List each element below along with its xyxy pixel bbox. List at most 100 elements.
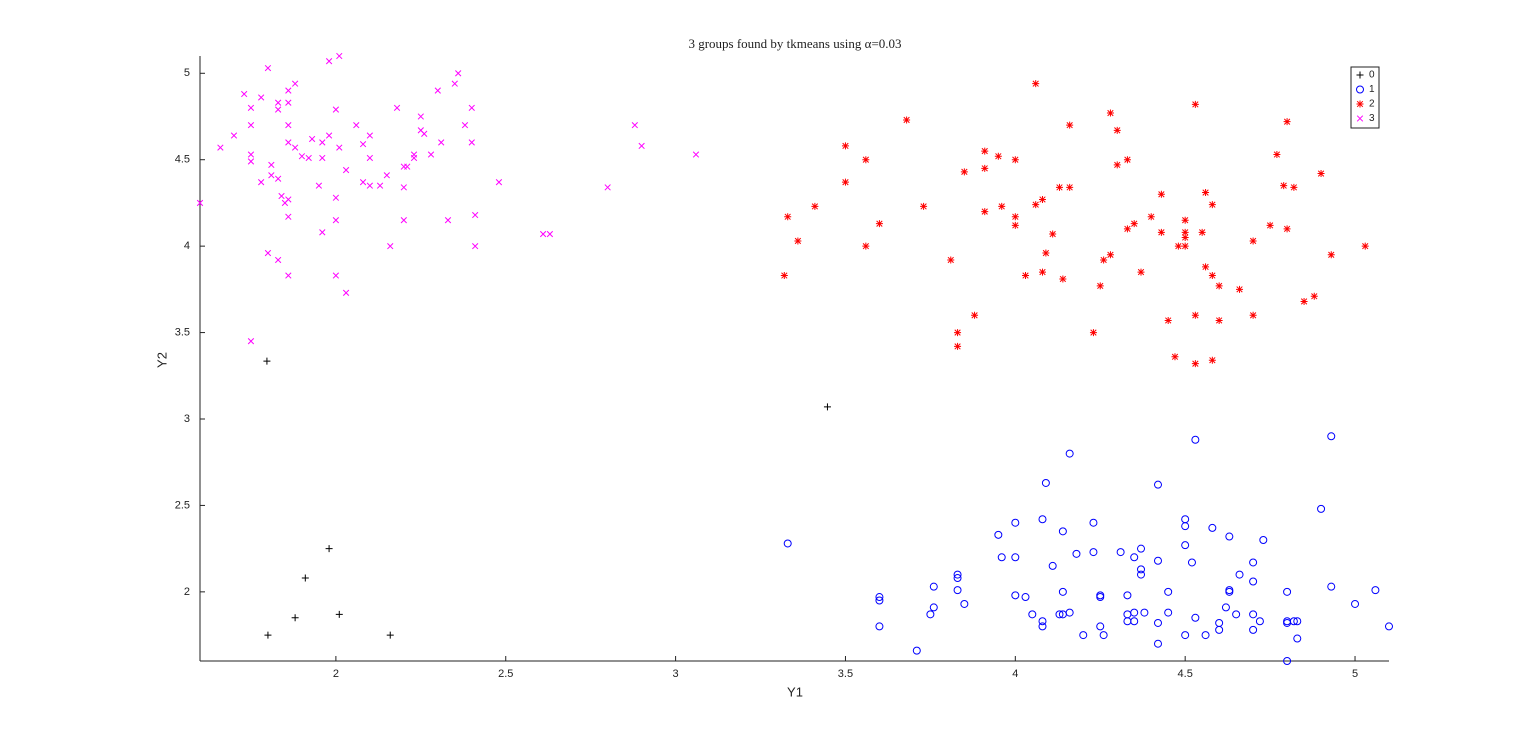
scatter-point [359, 141, 367, 148]
scatter-point [1038, 515, 1047, 524]
scatter-point [247, 151, 255, 158]
scatter-point [1266, 221, 1274, 229]
scatter-point [604, 184, 611, 191]
legend-label: 0 [1369, 70, 1375, 81]
legend-marker [1356, 85, 1365, 94]
scatter-point [472, 211, 479, 219]
scatter-point [444, 217, 452, 224]
scatter-point [1011, 221, 1019, 229]
scatter-point [875, 220, 883, 228]
scatter-point [342, 166, 350, 174]
scatter-point [1137, 268, 1145, 276]
scatter-point [1130, 608, 1139, 617]
scatter-point [954, 342, 962, 350]
scatter-point [1327, 432, 1336, 441]
scatter-point [1371, 586, 1380, 595]
scatter-point [359, 179, 367, 186]
scatter-point [1096, 593, 1105, 602]
y-tick-label: 5 [184, 67, 190, 79]
scatter-point [468, 104, 475, 112]
scatter-point [1300, 297, 1308, 305]
scatter-point [783, 539, 792, 548]
scatter-point [332, 194, 340, 201]
scatter-point [1289, 617, 1298, 626]
scatter-point [247, 158, 255, 165]
scatter-point [268, 161, 275, 169]
scatter-point [353, 121, 360, 129]
scatter-point [1181, 234, 1189, 241]
scatter-point [400, 184, 407, 191]
scatter-point [342, 289, 350, 296]
scatter-point [1293, 634, 1302, 643]
scatter-point [1283, 225, 1291, 233]
scatter-point [1042, 249, 1050, 257]
scatter-point [366, 154, 374, 162]
scatter-point [1164, 316, 1172, 324]
scatter-point [393, 104, 401, 112]
scatter-point [998, 202, 1006, 210]
scatter-point [1181, 631, 1190, 640]
scatter-point [794, 237, 802, 245]
scatter-point [1123, 610, 1132, 619]
scatter-point [1221, 603, 1230, 612]
scatter-point [1215, 316, 1223, 324]
x-tick-label: 4.5 [1178, 668, 1193, 680]
scatter-point [400, 217, 407, 224]
scatter-point [929, 582, 938, 591]
scatter-point [546, 230, 554, 238]
scatter-point [315, 182, 323, 189]
scatter-point [410, 154, 418, 162]
scatter-point [1106, 251, 1114, 259]
scatter-point [285, 121, 292, 129]
scatter-point [1022, 272, 1030, 280]
scatter-point [1089, 548, 1098, 557]
scatter-point [285, 139, 292, 146]
scatter-point [1058, 527, 1067, 536]
scatter-point [1249, 610, 1258, 619]
scatter-point [1011, 518, 1020, 527]
scatter-point [1181, 541, 1190, 550]
scatter-point [285, 87, 292, 94]
scatter-point [417, 113, 424, 120]
scatter-point [1351, 599, 1360, 608]
scatter-point [954, 329, 962, 337]
scatter-point [268, 172, 275, 179]
scatter-point [386, 631, 394, 639]
scatter-point [438, 139, 445, 146]
scatter-point [1215, 618, 1224, 627]
x-axis-label: Y1 [787, 684, 803, 699]
scatter-point [1255, 617, 1264, 626]
scatter-point [1283, 617, 1292, 626]
scatter-point [1113, 126, 1121, 134]
scatter-point [1113, 161, 1121, 169]
scatter-point [366, 132, 374, 139]
scatter-point [1153, 639, 1162, 648]
y-tick-label: 2.5 [175, 499, 190, 511]
scatter-point [811, 202, 819, 210]
scatter-point [1171, 353, 1179, 361]
scatter-point [285, 99, 292, 106]
scatter-point [1202, 189, 1210, 197]
scatter-point [1065, 449, 1074, 458]
scatter-point [1259, 536, 1268, 544]
scatter-point [981, 164, 989, 172]
scatter-point [960, 168, 968, 176]
scatter-point [960, 599, 969, 608]
scatter-point [1123, 591, 1132, 600]
scatter-point [1215, 282, 1223, 290]
scatter-point [274, 175, 282, 182]
scatter-point [336, 52, 343, 60]
scatter-point [1208, 356, 1216, 364]
scatter-point [1174, 242, 1182, 250]
scatter-point [997, 553, 1006, 562]
scatter-point [1283, 618, 1292, 627]
scatter-point [1181, 216, 1189, 224]
scatter-point [319, 139, 326, 146]
scatter-point [335, 610, 343, 618]
x-tick-label: 5 [1352, 668, 1358, 680]
scatter-point [263, 357, 271, 365]
scatter-point [539, 230, 547, 238]
scatter-point [278, 192, 285, 200]
scatter-point [953, 570, 962, 579]
scatter-point [1065, 608, 1074, 617]
